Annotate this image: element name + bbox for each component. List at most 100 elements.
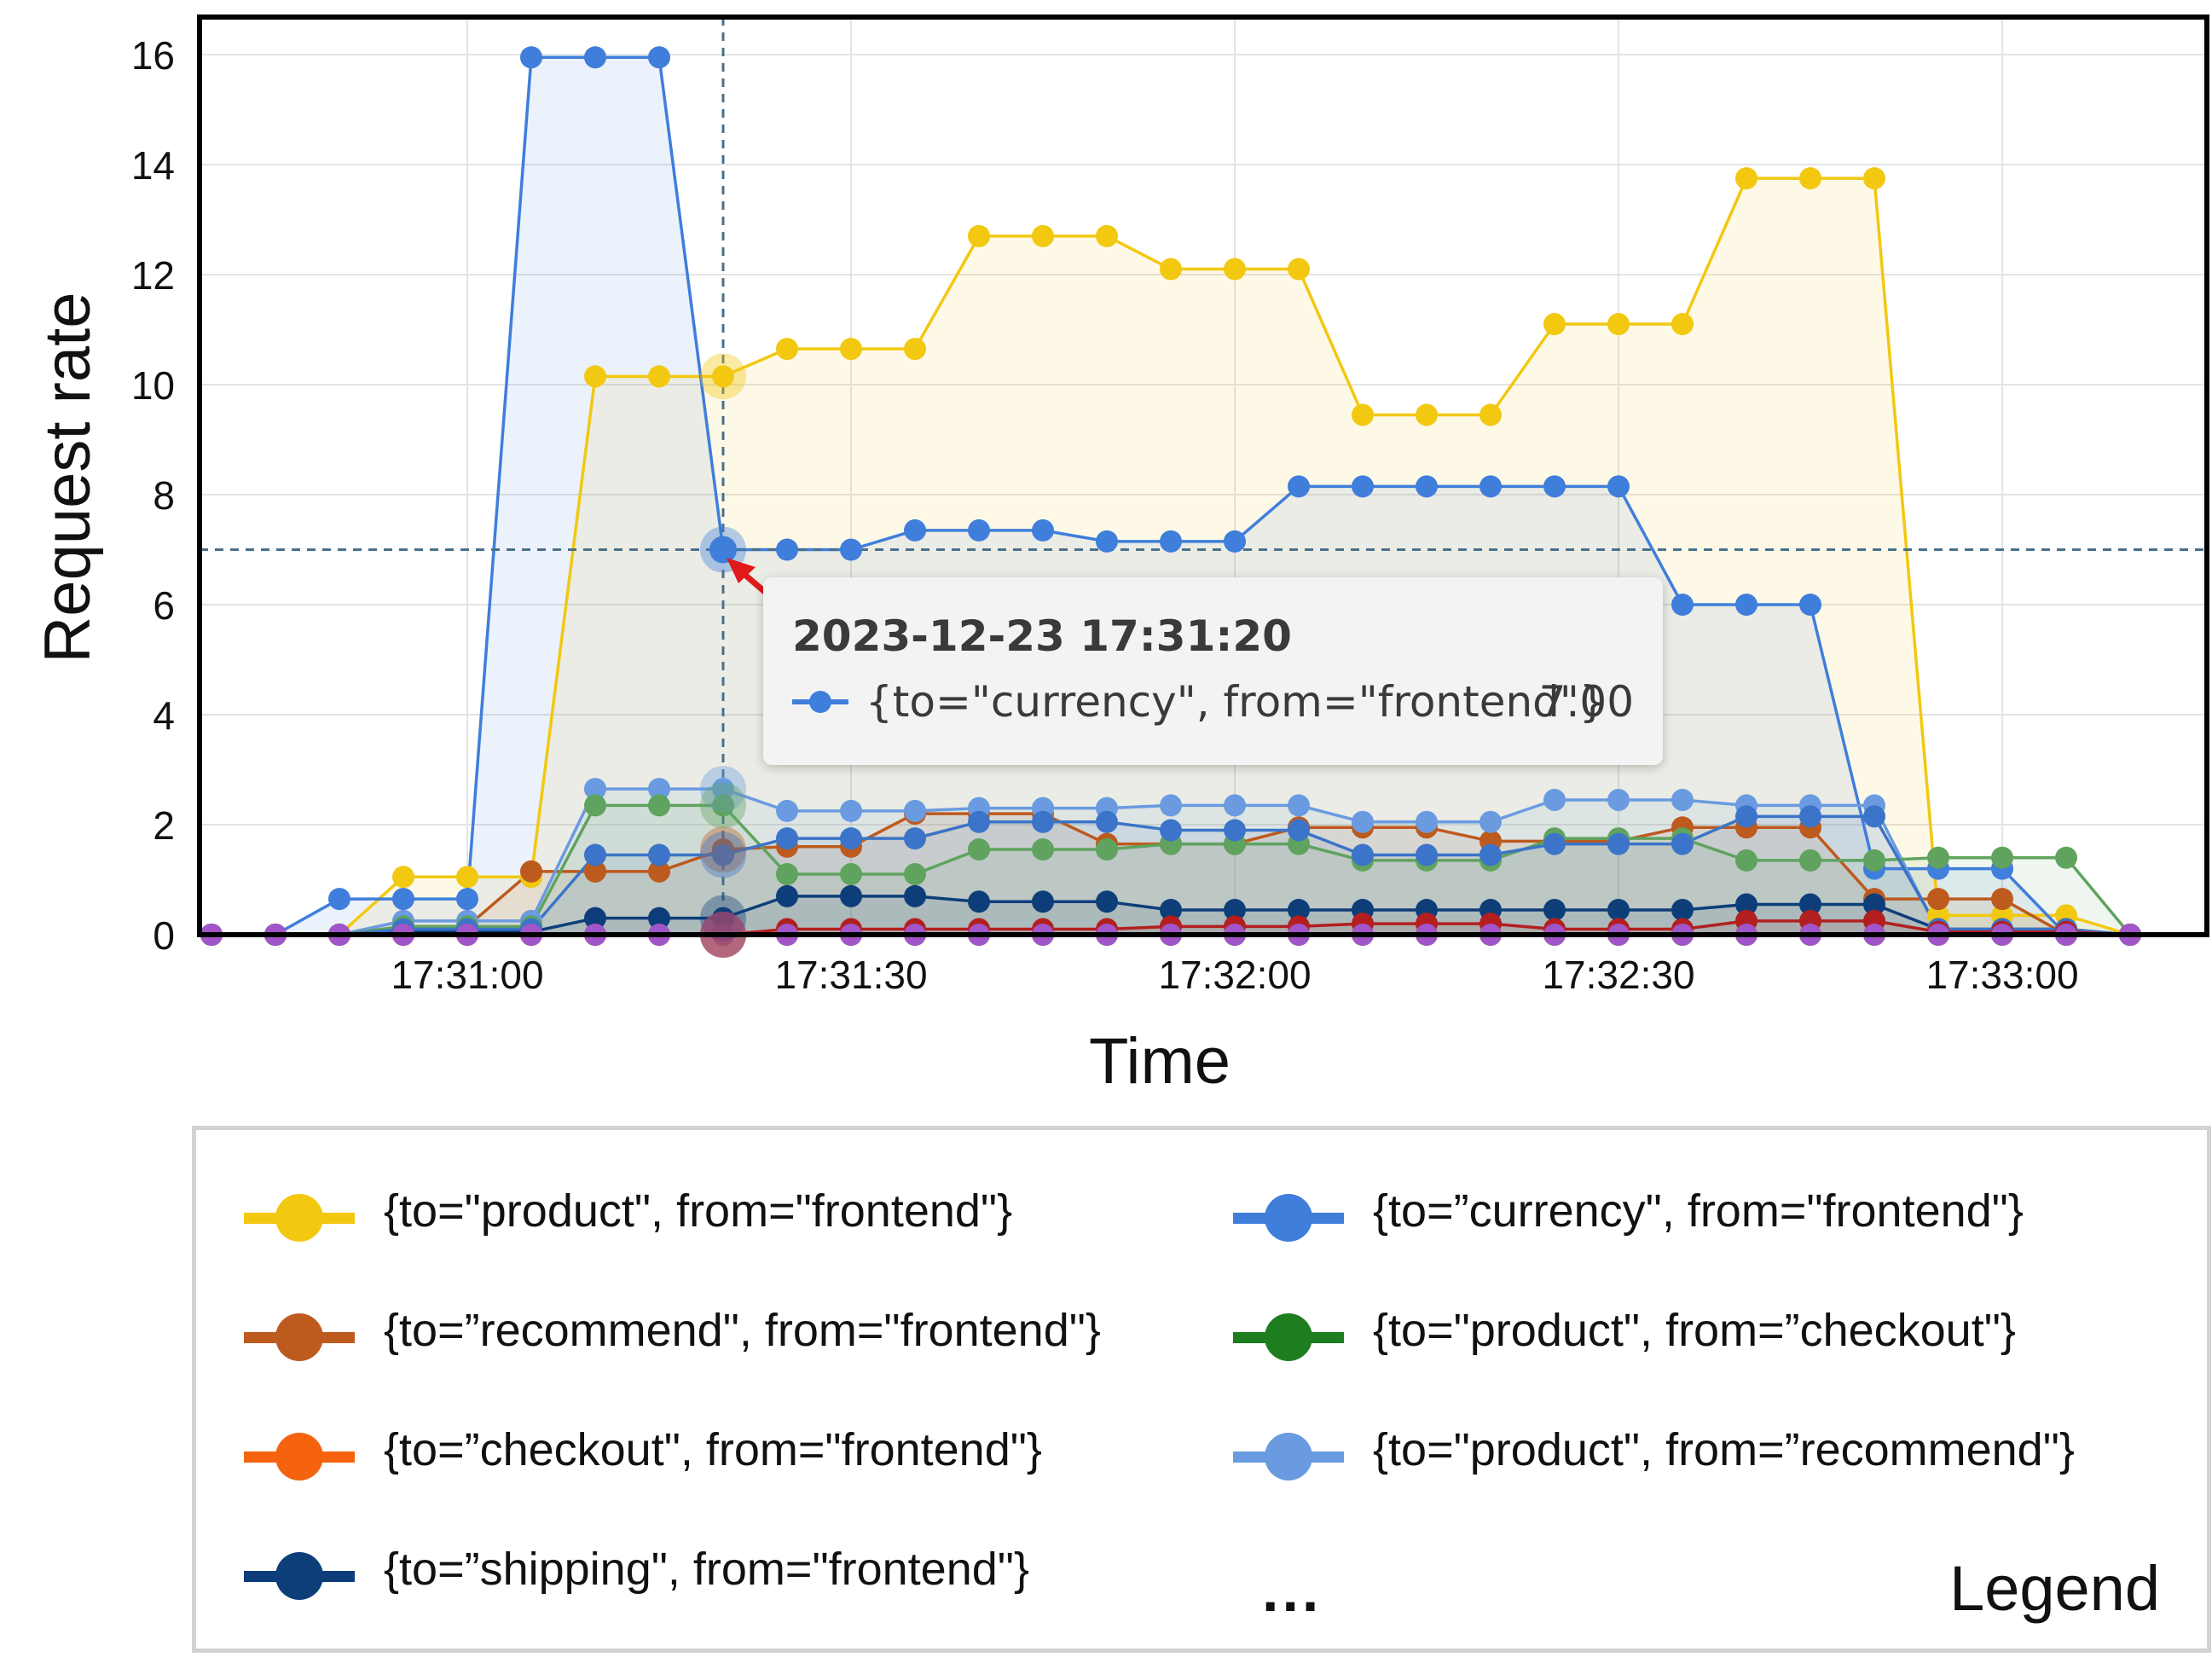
series-1-point [520,46,542,69]
series-0-highlight [700,353,746,400]
legend-item-label: {to=”currency", from="frontend"} [1373,1185,2024,1237]
series-7-point [1032,838,1054,861]
y-tick-label: 6 [153,583,175,628]
x-tick-label: 17:31:00 [391,953,543,997]
legend-swatch-icon [244,1552,355,1600]
series-0-point [776,338,798,361]
series-1-point [1671,594,1694,616]
series-6-point [1224,898,1246,921]
x-tick-label: 17:32:00 [1158,953,1311,997]
series-0-point [1160,258,1182,281]
series-2-point [584,860,606,883]
series-1-point [456,888,478,911]
series-2-point [520,860,542,883]
series-6-point [1543,898,1566,921]
series-7-point [1799,849,1821,872]
series-0-point [904,338,926,361]
series-2-highlight [700,826,746,873]
x-tick-label: 17:32:30 [1542,953,1694,997]
series-0-point [1352,403,1374,426]
series-7-point [1863,849,1885,872]
series-1-point [968,519,990,542]
series-5-point [1671,788,1694,811]
series-5-point [584,778,606,801]
series-7-point [840,863,862,886]
series-6-point [1863,893,1885,916]
series-6-point [648,907,670,930]
series-5-point [776,799,798,822]
y-tick-label: 4 [153,693,175,738]
series-8-point [1224,819,1246,842]
series-5-point [1224,794,1246,817]
series-0-point [456,866,478,889]
series-0-point [1735,167,1757,190]
legend-swatch-icon [1233,1313,1344,1361]
series-7-point [2055,846,2077,869]
series-5-point [1160,794,1182,817]
series-2-point [648,860,670,883]
series-8-point [1543,832,1566,855]
tooltip-value: 7.00 [1538,677,1634,727]
y-tick-label: 16 [131,33,175,78]
series-0-point [840,338,862,361]
series-8-point [1352,843,1374,866]
series-5-point [1416,810,1438,833]
series-7-point [968,838,990,861]
series-7-point [1096,838,1118,861]
series-5-point [712,778,734,801]
series-8-point [968,810,990,833]
y-tick-label: 12 [131,253,175,298]
series-area-8 [211,816,2130,935]
y-axis-label: Request rate [32,292,104,663]
series-0-point [1096,224,1118,247]
series-0-point [1607,313,1630,336]
series-7-highlight [700,782,746,829]
series-1-point [1032,519,1054,542]
series-8-point [648,843,670,866]
x-tick-label: 17:33:00 [1925,953,2078,997]
hover-tooltip: 2023-12-23 17:31:20 {to="currency", from… [763,577,1663,765]
series-0-point [1224,258,1246,281]
series-7-point [904,863,926,886]
plot-frame [197,14,2209,937]
series-0-point [712,365,734,388]
series-6-point [584,907,606,930]
series-5-point [1352,810,1374,833]
series-8-point [712,843,734,866]
series-8-point [1671,832,1694,855]
series-1-point [1799,594,1821,616]
x-axis-label: Time [1089,1025,1230,1098]
y-tick-label: 0 [153,913,175,958]
crosshair [200,17,2207,935]
series-1-point [1543,475,1566,498]
series-5-point [648,778,670,801]
series-8-point [904,827,926,850]
y-tick-label: 2 [153,803,175,848]
series-7-point [1927,846,1949,869]
series-1-point [1352,475,1374,498]
series-1-point [392,888,414,911]
series-5-point [904,799,926,822]
series-6-point [712,907,734,930]
series-8-point [1032,810,1054,833]
series-7-point [712,794,734,817]
series-area-7 [211,805,2130,935]
series-1-point [840,538,862,561]
series-5-point [1288,794,1310,817]
series-6-point [968,890,990,913]
series-6-point [1671,898,1694,921]
tooltip-timestamp: 2023-12-23 17:31:20 [792,611,1292,661]
series-8-point [1735,805,1757,828]
series-6-point [1288,898,1310,921]
series-2-point [1927,888,1949,911]
series-7-point [648,794,670,817]
series-1-point [1160,530,1182,553]
series-area-5 [211,789,2130,935]
series-8-point [840,827,862,850]
series-1-point [1224,530,1246,553]
series-1-point [1735,594,1757,616]
legend-item-label: {to="product", from=”recommend"} [1373,1424,2075,1475]
y-tick-label: 8 [153,473,175,518]
series-7-point [776,863,798,886]
